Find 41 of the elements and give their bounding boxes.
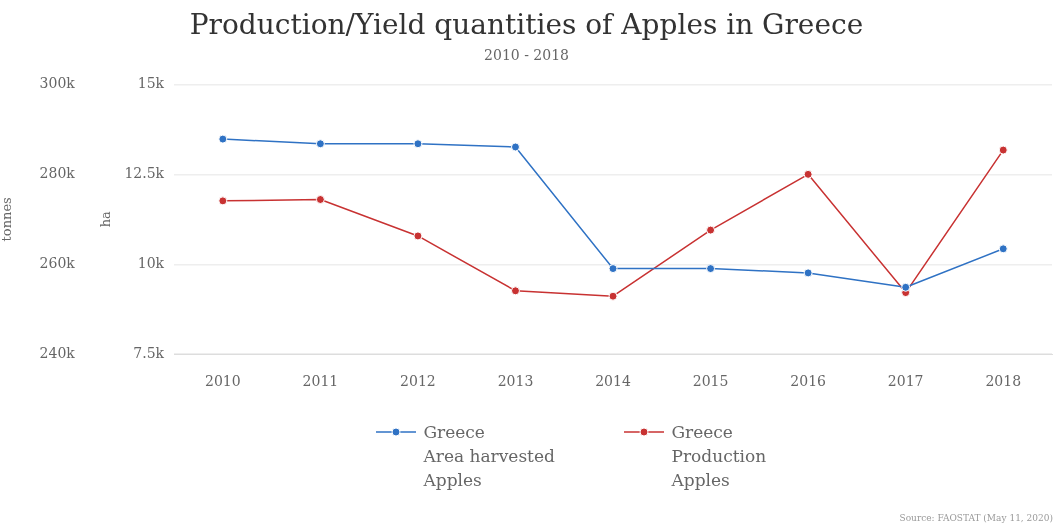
x-tick-label: 2012	[400, 373, 436, 390]
point	[608, 291, 618, 301]
legend-label: Greece Production Apples	[671, 421, 768, 492]
point	[706, 225, 716, 235]
x-tick-label: 2018	[985, 373, 1022, 390]
point	[218, 134, 228, 144]
point	[315, 195, 325, 205]
y-tick-label: 260k	[39, 254, 76, 271]
point	[510, 142, 520, 152]
chart-title: Production/Yield quantities of Apples in Greece	[189, 8, 864, 42]
x-tick-label: 2013	[497, 373, 534, 390]
chart-subtitle: 2010 - 2018	[484, 46, 569, 63]
x-tick-label: 2011	[302, 373, 339, 390]
y2-axis-title: ha	[97, 210, 113, 228]
y2-tick-label: 15k	[137, 75, 165, 92]
x-tick-label: 2017	[887, 373, 924, 390]
point	[901, 282, 911, 292]
point	[706, 264, 716, 274]
point	[218, 196, 228, 206]
x-tick-label: 2015	[692, 373, 729, 390]
y-axis-title: tonnes	[0, 197, 15, 242]
point	[510, 286, 520, 296]
point	[998, 145, 1008, 155]
point	[315, 139, 325, 149]
point	[413, 231, 423, 241]
point	[803, 169, 813, 179]
y2-tick-label: 10k	[137, 254, 165, 271]
x-tick-label: 2010	[205, 373, 241, 390]
point	[803, 268, 813, 278]
y-tick-label: 300k	[39, 75, 76, 92]
y-tick-label: 280k	[39, 164, 76, 181]
legend-label: Greece Area harvested Apples	[423, 421, 556, 492]
point	[998, 244, 1008, 254]
point	[413, 139, 423, 149]
y2-tick-label: 7.5k	[133, 344, 165, 361]
source-note: Source: FAOSTAT (May 11, 2020)	[899, 513, 1053, 523]
point	[608, 264, 618, 274]
x-tick-label: 2014	[595, 373, 631, 390]
x-tick-label: 2016	[790, 373, 827, 390]
y-tick-label: 240k	[39, 344, 76, 361]
y2-tick-label: 12.5k	[124, 164, 165, 181]
